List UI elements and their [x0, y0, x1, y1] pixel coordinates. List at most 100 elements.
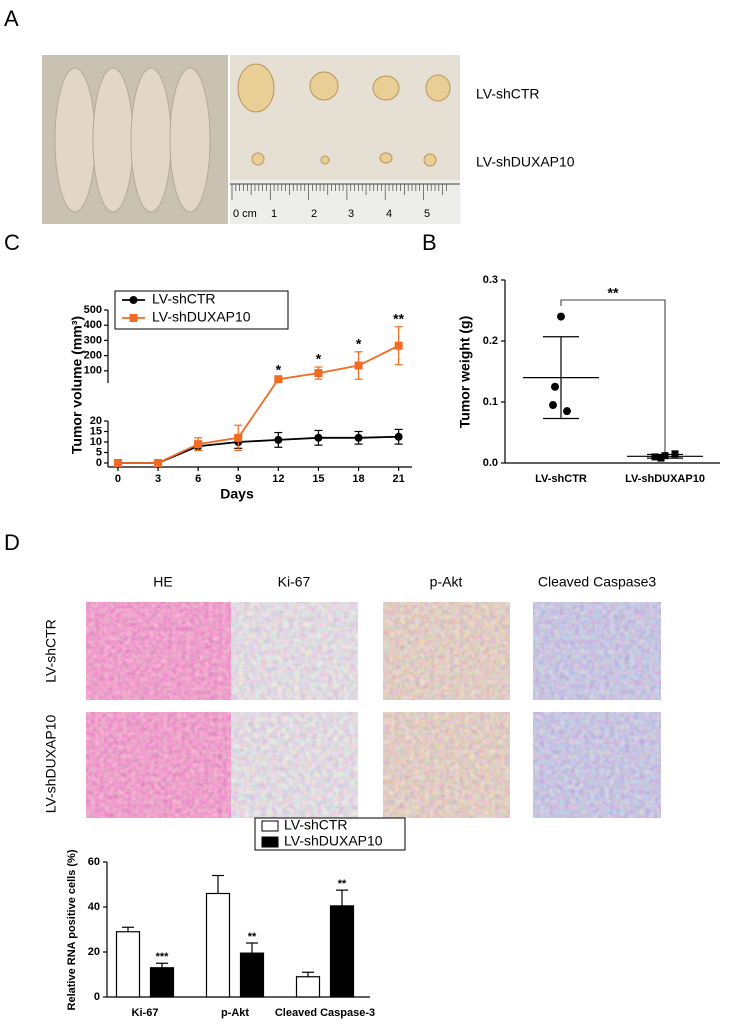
y-tick-label: 0.0 [483, 457, 498, 469]
y-tick-label: 200 [84, 350, 102, 362]
marker [154, 459, 163, 467]
bar [205, 892, 231, 998]
x-tick-label: p-Akt [221, 1007, 249, 1019]
legend-marker [129, 314, 138, 322]
panel-label: B [422, 230, 437, 255]
micrograph [383, 602, 510, 700]
annotation: * [356, 336, 362, 352]
marker [234, 433, 243, 442]
significance: ** [608, 285, 619, 301]
bar [149, 967, 175, 998]
micrograph [383, 712, 510, 818]
marker [274, 435, 283, 444]
point [661, 452, 669, 460]
mice [54, 67, 211, 213]
y-tick-label: 5 [96, 446, 102, 458]
significance: ** [248, 931, 257, 943]
x-axis-title: Days [220, 486, 254, 502]
marker [354, 361, 363, 370]
x-tick-label: 9 [235, 473, 241, 485]
y-tick-label: 20 [88, 946, 100, 958]
y-tick-label: 40 [88, 901, 100, 913]
y-axis-title: Relative RNA positive cells (%) [66, 849, 78, 1010]
histology-images [86, 602, 661, 818]
marker [113, 459, 122, 467]
x-tick-label: 6 [195, 473, 201, 485]
legend-marker [129, 296, 138, 304]
panel-label: C [4, 230, 20, 255]
x-tick-label: 12 [272, 473, 284, 485]
legend-label: LV-shCTR [152, 291, 216, 307]
y-axis-title: Tumor volume (mm³) [69, 316, 85, 454]
row-label: LV-shDUXAP10 [43, 715, 59, 814]
panel-label: D [4, 530, 20, 555]
bar [295, 976, 321, 998]
x-tick-label: Cleaved Caspase-3 [275, 1007, 375, 1019]
y-tick-label: 400 [84, 319, 102, 331]
y-tick-label: 0.3 [483, 274, 498, 286]
significance: ** [338, 878, 347, 890]
bar [239, 952, 265, 998]
tumors [237, 63, 451, 167]
x-tick-label: Ki-67 [132, 1007, 159, 1019]
row-label: LV-shDUXAP10 [476, 154, 575, 170]
column-header: Cleaved Caspase3 [538, 574, 657, 590]
column-header: p-Akt [430, 574, 463, 590]
x-tick-label: LV-shDUXAP10 [625, 473, 705, 485]
y-tick-label: 20 [90, 415, 102, 427]
significance-bracket [560, 299, 666, 455]
series-line [117, 344, 400, 464]
histology-headers: HE Ki-67 p-Akt Cleaved Caspase3 LV-shCTR… [43, 574, 657, 814]
legend-box [254, 817, 406, 851]
x-tick-label: 21 [393, 473, 405, 485]
micrograph [231, 712, 358, 818]
annotation: * [316, 351, 322, 367]
point [551, 382, 559, 391]
point [671, 450, 679, 458]
micrograph [86, 602, 237, 700]
x-tick-label: 3 [155, 473, 161, 485]
marker [194, 440, 203, 449]
y-tick-label: 100 [84, 365, 102, 377]
marker [274, 375, 283, 384]
x-tick-label: 18 [352, 473, 364, 485]
x-tick-label: 15 [312, 473, 324, 485]
ruler-label: 0 cm [233, 208, 257, 220]
x-tick-label: LV-shCTR [535, 473, 587, 485]
point [549, 401, 557, 410]
x-tick-label: 0 [115, 473, 121, 485]
marker [314, 433, 323, 442]
y-tick-label: 0 [96, 457, 102, 469]
micrograph [533, 712, 661, 818]
marker [354, 433, 363, 442]
y-tick-label: 15 [90, 425, 102, 437]
legend-label: LV-shDUXAP10 [152, 309, 251, 325]
column-header: Ki-67 [278, 574, 311, 590]
marker [314, 369, 323, 378]
micrograph [533, 602, 661, 700]
y-tick-label: 60 [88, 856, 100, 868]
ruler-label: 1 [271, 208, 277, 220]
legend-swatch [261, 836, 279, 848]
point [651, 453, 659, 461]
legend-box [114, 290, 289, 330]
y-axis-title: Tumor weight (g) [457, 316, 473, 429]
panel-label: A [4, 6, 19, 31]
point [657, 454, 665, 462]
marker [394, 341, 403, 350]
row-label: LV-shCTR [476, 86, 540, 102]
y-tick-label: 500 [84, 304, 102, 316]
y-tick-label: 0 [94, 991, 100, 1003]
bar [329, 905, 355, 998]
significance: *** [156, 951, 170, 963]
bar [115, 931, 141, 998]
legend-swatch [261, 820, 279, 832]
column-header: HE [153, 574, 172, 590]
point [557, 312, 565, 321]
ruler [230, 180, 460, 224]
micrograph [86, 712, 237, 818]
ruler-label: 2 [311, 208, 317, 220]
legend-label: LV-shDUXAP10 [284, 833, 383, 849]
ruler-label: 5 [424, 208, 430, 220]
